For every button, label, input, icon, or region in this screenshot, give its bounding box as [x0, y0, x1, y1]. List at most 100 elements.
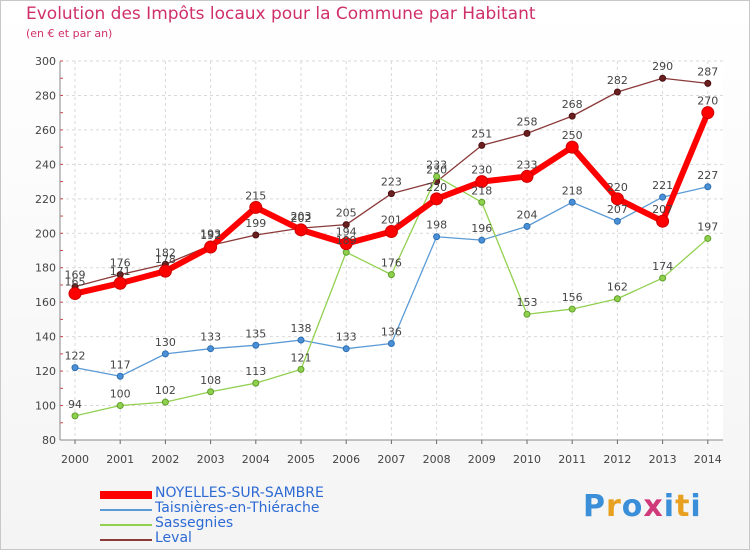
data-point — [520, 169, 534, 183]
x-tick-label: 2011 — [558, 453, 586, 466]
data-label: 220 — [426, 181, 447, 194]
data-label: 201 — [381, 214, 402, 227]
data-label: 287 — [697, 65, 718, 78]
data-point — [568, 305, 576, 313]
data-label: 192 — [200, 229, 221, 242]
y-tick-label: 240 — [35, 158, 56, 171]
data-label: 182 — [155, 246, 176, 259]
data-label: 207 — [607, 203, 628, 216]
data-point — [342, 248, 350, 256]
y-tick-label: 160 — [35, 296, 56, 309]
data-point — [478, 236, 486, 244]
data-label: 102 — [155, 384, 176, 397]
data-label: 251 — [471, 127, 492, 140]
data-label: 250 — [562, 129, 583, 142]
x-tick-label: 2000 — [61, 453, 89, 466]
data-point — [704, 79, 712, 87]
data-label: 133 — [336, 331, 357, 344]
data-point — [294, 223, 308, 237]
proxiti-logo: Proxiti — [583, 489, 702, 524]
data-label: 108 — [200, 374, 221, 387]
data-label: 268 — [562, 98, 583, 111]
data-label: 221 — [652, 179, 673, 192]
x-tick-label: 2005 — [287, 453, 315, 466]
data-label: 121 — [291, 351, 312, 364]
legend-item: Leval — [100, 530, 400, 549]
data-point — [71, 412, 79, 420]
x-tick-label: 2003 — [197, 453, 225, 466]
data-label: 138 — [291, 322, 312, 335]
y-tick-label: 100 — [35, 400, 56, 413]
data-point — [158, 264, 172, 278]
data-label: 176 — [110, 257, 131, 270]
legend-item: Sassegnies — [100, 515, 400, 534]
data-point — [433, 172, 441, 180]
legend-label: Leval — [155, 530, 192, 546]
legend-label: Sassegnies — [155, 515, 234, 531]
data-label: 162 — [607, 281, 628, 294]
x-tick-label: 2001 — [106, 453, 134, 466]
data-point — [523, 310, 531, 318]
x-tick-label: 2002 — [151, 453, 179, 466]
data-label: 194 — [336, 226, 357, 239]
data-label: 178 — [155, 253, 176, 266]
x-tick-label: 2008 — [423, 453, 451, 466]
data-point — [704, 234, 712, 242]
data-point — [430, 192, 444, 206]
legend-label: Taisnières-en-Thiérache — [155, 500, 320, 516]
data-point — [297, 365, 305, 373]
legend-label: NOYELLES-SUR-SAMBRE — [155, 485, 324, 501]
data-point — [252, 379, 260, 387]
y-tick-label: 280 — [35, 89, 56, 102]
data-point — [249, 200, 263, 214]
x-tick-label: 2007 — [377, 453, 405, 466]
data-label: 230 — [426, 164, 447, 177]
data-point — [207, 345, 215, 353]
data-point — [523, 129, 531, 137]
data-point — [478, 198, 486, 206]
y-tick-label: 200 — [35, 227, 56, 240]
data-point — [613, 217, 621, 225]
data-label: 207 — [652, 203, 673, 216]
data-point — [656, 214, 670, 228]
data-point — [161, 398, 169, 406]
data-label: 130 — [155, 336, 176, 349]
data-label: 165 — [65, 276, 86, 289]
data-point — [433, 233, 441, 241]
data-label: 218 — [562, 184, 583, 197]
data-point — [387, 271, 395, 279]
data-label: 169 — [65, 269, 86, 282]
x-tick-label: 2010 — [513, 453, 541, 466]
data-label: 196 — [471, 222, 492, 235]
data-label: 122 — [65, 350, 86, 363]
data-point — [701, 106, 715, 120]
data-point — [659, 193, 667, 201]
data-label: 230 — [471, 164, 492, 177]
data-point — [68, 287, 82, 301]
data-point — [384, 225, 398, 239]
data-point — [610, 192, 624, 206]
y-tick-label: 120 — [35, 365, 56, 378]
legend-swatch — [100, 539, 152, 541]
data-point — [71, 364, 79, 372]
data-label: 233 — [426, 158, 447, 171]
data-label: 258 — [517, 115, 538, 128]
data-label: 176 — [381, 257, 402, 270]
data-label: 133 — [200, 331, 221, 344]
data-label: 270 — [697, 95, 718, 108]
legend-item: Taisnières-en-Thiérache — [100, 500, 400, 519]
data-point — [475, 175, 489, 189]
legend-swatch — [100, 491, 152, 499]
data-label: 94 — [68, 398, 82, 411]
data-label: 204 — [517, 208, 538, 221]
data-point — [207, 388, 215, 396]
legend-swatch — [100, 524, 152, 526]
x-tick-label: 2013 — [649, 453, 677, 466]
data-label: 215 — [245, 189, 266, 202]
chart-title: Evolution des Impôts locaux pour la Comm… — [26, 4, 536, 24]
data-point — [568, 198, 576, 206]
data-point — [204, 240, 218, 254]
y-tick-label: 220 — [35, 193, 56, 206]
data-label: 156 — [562, 291, 583, 304]
